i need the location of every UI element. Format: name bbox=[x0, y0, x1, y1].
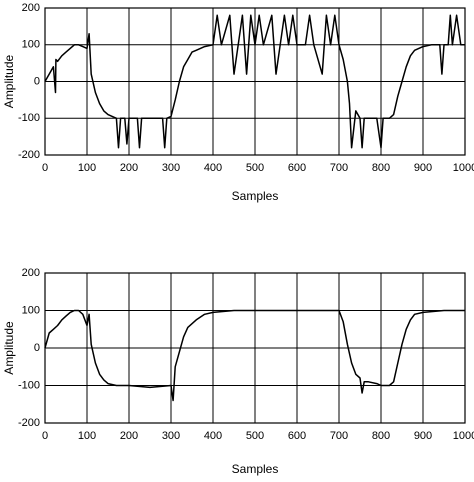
y-tick-label: -200 bbox=[18, 149, 40, 161]
y-tick-label: 100 bbox=[22, 304, 40, 316]
y-tick-label: 200 bbox=[22, 267, 40, 279]
x-tick-label: 400 bbox=[204, 430, 222, 442]
x-tick-label: 500 bbox=[246, 430, 264, 442]
y-tick-label: 100 bbox=[22, 39, 40, 51]
y-tick-label: 200 bbox=[22, 2, 40, 14]
x-tick-label: 900 bbox=[414, 430, 432, 442]
y-tick-label: -100 bbox=[18, 379, 40, 391]
x-tick-label: 800 bbox=[372, 162, 390, 174]
x-tick-label: 300 bbox=[162, 162, 180, 174]
y-tick-label: 0 bbox=[34, 342, 40, 354]
x-tick-label: 200 bbox=[120, 430, 138, 442]
x-tick-label: 400 bbox=[204, 162, 222, 174]
x-tick-label: 700 bbox=[330, 162, 348, 174]
y-tick-label: -200 bbox=[18, 417, 40, 429]
x-tick-label: 200 bbox=[120, 162, 138, 174]
x-axis-title: Samples bbox=[232, 462, 279, 476]
signal-line bbox=[44, 14, 465, 149]
x-tick-label: 800 bbox=[372, 430, 390, 442]
y-axis-title: Amplitude bbox=[2, 321, 16, 375]
x-tick-label: 100 bbox=[78, 162, 96, 174]
x-tick-label: 0 bbox=[42, 430, 48, 442]
x-axis-title: Samples bbox=[232, 189, 279, 203]
x-tick-label: 0 bbox=[42, 162, 48, 174]
y-tick-label: -100 bbox=[18, 112, 40, 124]
x-tick-label: 600 bbox=[288, 430, 306, 442]
y-axis-title: Amplitude bbox=[2, 55, 16, 109]
x-tick-label: 700 bbox=[330, 430, 348, 442]
x-tick-label: 100 bbox=[78, 430, 96, 442]
x-tick-label: 300 bbox=[162, 430, 180, 442]
x-tick-label: 600 bbox=[288, 162, 306, 174]
signal-line bbox=[44, 309, 465, 402]
x-tick-label: 900 bbox=[414, 162, 432, 174]
y-tick-label: 0 bbox=[34, 75, 40, 87]
x-tick-label: 500 bbox=[246, 162, 264, 174]
